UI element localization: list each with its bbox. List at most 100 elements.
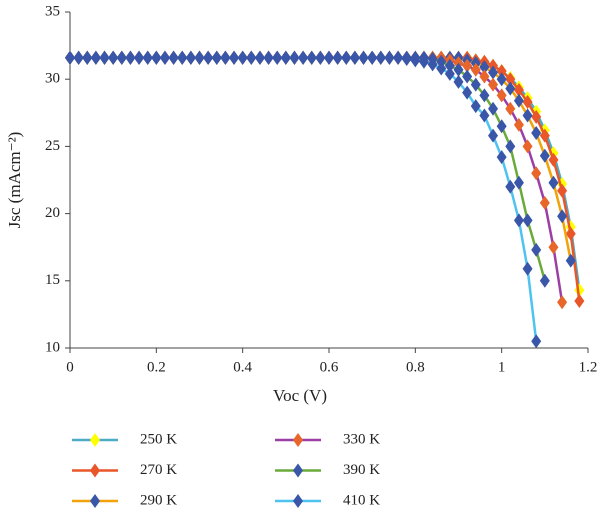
marker — [505, 179, 516, 194]
marker — [522, 139, 533, 154]
marker — [488, 65, 499, 80]
marker — [453, 74, 464, 89]
marker — [185, 50, 196, 65]
legend-label: 390 K — [343, 462, 380, 478]
marker — [177, 50, 188, 65]
marker — [479, 108, 490, 123]
marker — [108, 50, 119, 65]
marker — [90, 50, 101, 65]
x-tick-label: 0 — [66, 359, 74, 375]
marker — [488, 77, 499, 92]
x-tick-label: 1.2 — [579, 359, 598, 375]
marker — [280, 50, 291, 65]
y-tick-label: 25 — [45, 138, 60, 154]
marker — [470, 99, 481, 114]
marker — [531, 125, 542, 140]
marker — [436, 61, 447, 76]
marker — [557, 209, 568, 224]
marker — [341, 50, 352, 65]
marker — [229, 50, 240, 65]
y-axis-label: Jsc (mAcm⁻²) — [5, 132, 24, 229]
marker — [289, 50, 300, 65]
marker — [539, 148, 550, 163]
marker — [168, 50, 179, 65]
marker — [496, 72, 507, 87]
series-line — [70, 56, 538, 342]
marker — [65, 50, 75, 65]
marker — [427, 57, 438, 72]
marker — [324, 50, 334, 65]
marker — [211, 50, 222, 65]
marker — [246, 50, 257, 65]
marker — [496, 88, 507, 103]
marker — [99, 50, 110, 65]
marker — [349, 50, 360, 65]
marker — [358, 50, 369, 65]
marker — [418, 54, 429, 69]
y-tick-label: 20 — [45, 205, 60, 221]
marker — [531, 166, 542, 181]
marker — [470, 62, 481, 77]
marker — [548, 240, 559, 255]
legend-marker — [90, 494, 100, 508]
marker — [505, 101, 516, 116]
y-tick-label: 15 — [45, 272, 60, 288]
marker — [539, 195, 550, 210]
marker — [479, 69, 490, 84]
y-tick-label: 35 — [45, 3, 60, 19]
marker — [557, 295, 568, 310]
legend-label: 250 K — [140, 431, 177, 447]
marker — [505, 81, 516, 96]
marker — [565, 226, 576, 241]
legend-marker — [90, 433, 100, 447]
x-axis-label: Voc (V) — [273, 386, 327, 405]
marker — [203, 50, 214, 65]
series-line — [70, 56, 547, 282]
marker — [531, 109, 542, 124]
marker — [522, 108, 533, 123]
marker — [479, 88, 490, 103]
x-tick-label: 1 — [498, 359, 506, 375]
x-tick-label: 0.4 — [233, 359, 252, 375]
marker — [462, 69, 473, 84]
marker — [522, 261, 533, 276]
marker — [513, 93, 524, 108]
marker — [315, 50, 326, 65]
marker — [73, 50, 84, 65]
marker — [496, 150, 507, 165]
legend-marker — [90, 463, 100, 478]
marker — [367, 50, 378, 65]
marker — [513, 213, 524, 228]
marker — [531, 334, 542, 349]
marker — [82, 50, 93, 65]
marker — [444, 66, 455, 81]
marker — [401, 52, 412, 67]
marker — [125, 50, 136, 65]
legend-marker — [293, 494, 303, 508]
marker — [557, 183, 568, 198]
marker — [470, 77, 481, 92]
marker — [522, 213, 533, 228]
marker — [384, 50, 395, 65]
marker — [263, 50, 274, 65]
marker — [298, 50, 309, 65]
legend-label: 330 K — [343, 431, 380, 447]
marker — [488, 101, 499, 116]
marker — [539, 273, 550, 288]
marker — [410, 53, 421, 68]
marker — [393, 50, 404, 65]
marker — [565, 253, 576, 268]
legend-marker — [293, 463, 303, 478]
marker — [539, 128, 550, 143]
marker — [574, 293, 585, 308]
marker — [513, 175, 524, 190]
marker — [444, 58, 455, 73]
marker — [142, 50, 153, 65]
marker — [159, 50, 170, 65]
marker — [479, 60, 490, 75]
y-tick-label: 10 — [45, 339, 60, 355]
marker — [462, 85, 473, 100]
marker — [453, 62, 464, 77]
marker — [505, 72, 516, 87]
